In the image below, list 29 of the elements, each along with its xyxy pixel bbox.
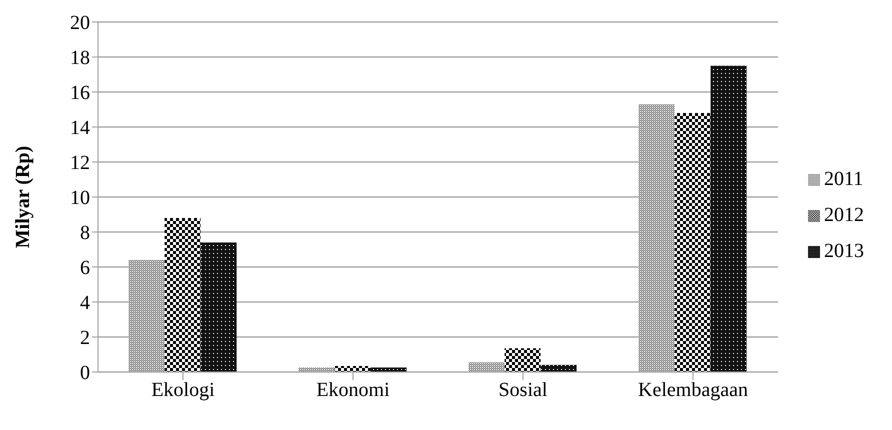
x-tick-label: Ekologi — [151, 379, 216, 402]
y-tick-label: 8 — [80, 222, 90, 244]
legend-label: 2013 — [824, 240, 864, 262]
bar — [164, 218, 201, 372]
bar — [200, 242, 237, 372]
bar — [334, 366, 371, 372]
y-tick-label: 18 — [70, 47, 90, 70]
y-tick-label: 10 — [70, 187, 90, 210]
bar — [540, 364, 577, 372]
x-tick-label: Ekonomi — [316, 379, 390, 402]
bar — [468, 362, 505, 372]
x-tick-label: Sosial — [498, 379, 548, 402]
y-tick-label: 4 — [80, 292, 90, 314]
y-tick-label: 12 — [70, 152, 90, 174]
bar — [504, 348, 541, 372]
y-tick-label: 6 — [80, 257, 90, 280]
bar — [674, 113, 711, 372]
bar — [128, 260, 165, 372]
y-tick-label: 0 — [80, 362, 90, 384]
y-tick-label: 16 — [70, 82, 90, 104]
y-tick-label: 14 — [70, 117, 90, 140]
bar — [638, 104, 675, 372]
y-tick-label: 2 — [80, 327, 90, 350]
x-tick-label: Kelembagaan — [638, 379, 748, 402]
legend-label: 2012 — [824, 204, 864, 226]
legend-label: 2011 — [824, 168, 864, 190]
bar — [710, 66, 747, 372]
y-tick-label: 20 — [70, 12, 90, 34]
y-axis-title: Milyar (Rp) — [12, 146, 34, 248]
